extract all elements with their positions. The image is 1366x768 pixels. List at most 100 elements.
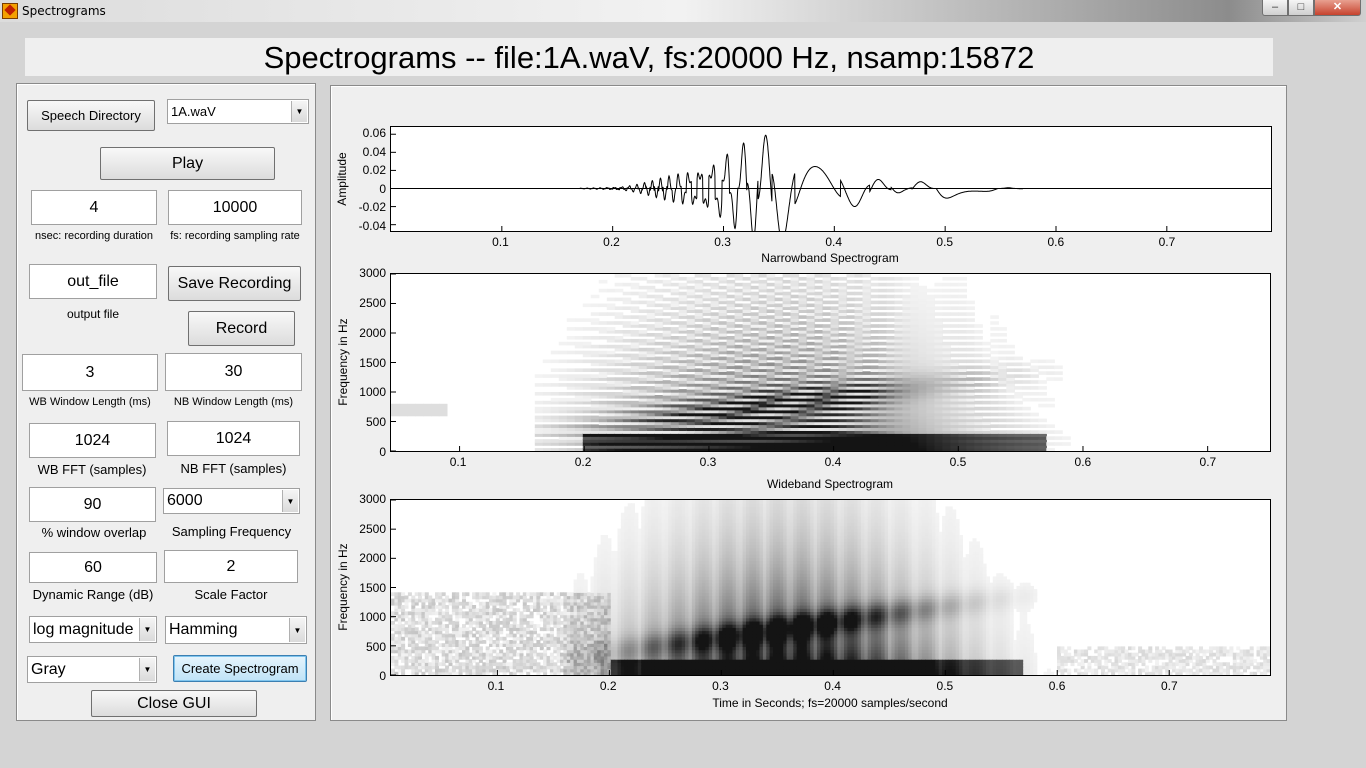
x-tick-label: 0.3 xyxy=(712,679,729,693)
file-select-value: 1A.waV xyxy=(171,104,216,119)
colormap-dropdown[interactable]: Gray ▼ xyxy=(27,656,157,683)
x-tick-label: 0.4 xyxy=(824,455,842,469)
narrowband-axes xyxy=(390,273,1271,452)
sampling-frequency-dropdown[interactable]: 6000 ▼ xyxy=(163,488,300,514)
nb-spectrogram-cells xyxy=(391,274,1071,451)
y-tick-label: 500 xyxy=(365,639,386,654)
x-tick-label: 0.6 xyxy=(1074,455,1092,469)
y-tick-label: 1000 xyxy=(359,385,386,400)
wb-window-length-caption: WB Window Length (ms) xyxy=(29,396,151,408)
dynamic-range-caption: Dynamic Range (dB) xyxy=(32,587,154,602)
wideband-ylabel: Frequency in Hz xyxy=(336,543,350,631)
window-title: Spectrograms xyxy=(22,4,106,18)
fs-input[interactable]: 10000 xyxy=(168,190,302,225)
waveform-plot xyxy=(391,133,1271,231)
chevron-down-icon: ▼ xyxy=(139,618,155,641)
wideband-axes xyxy=(390,499,1271,676)
magnitude-value: log magnitude xyxy=(33,620,134,638)
time-axis-label: Time in Seconds; fs=20000 samples/second xyxy=(712,696,948,710)
y-tick-label: 0.04 xyxy=(362,144,386,159)
dynamic-range-input[interactable]: 60 xyxy=(29,552,157,583)
y-tick-label: 3000 xyxy=(359,492,386,506)
nsec-input[interactable]: 4 xyxy=(31,190,157,225)
chevron-down-icon: ▼ xyxy=(282,490,298,512)
window-overlap-caption: % window overlap xyxy=(41,525,147,540)
window-overlap-input[interactable]: 90 xyxy=(29,487,156,522)
y-tick-label: 1500 xyxy=(359,580,386,595)
file-select-dropdown[interactable]: 1A.waV ▼ xyxy=(167,99,309,124)
y-tick-label: 3000 xyxy=(359,266,386,280)
x-tick-label: 0.2 xyxy=(603,235,620,249)
wb-fft-caption: WB FFT (samples) xyxy=(37,462,147,477)
save-recording-button[interactable]: Save Recording xyxy=(168,266,301,301)
y-tick-label: -0.02 xyxy=(358,200,386,215)
x-tick-label: 0.5 xyxy=(936,679,954,693)
chevron-down-icon: ▼ xyxy=(289,618,305,642)
x-tick-label: 0.4 xyxy=(824,679,841,693)
narrowband-title: Narrowband Spectrogram xyxy=(761,251,899,265)
y-tick-label: 1500 xyxy=(359,355,386,370)
x-tick-label: 0.5 xyxy=(936,235,954,249)
create-spectrogram-button[interactable]: Create Spectrogram xyxy=(173,655,307,682)
window-titlebar: Spectrograms – □ ✕ xyxy=(0,0,1366,22)
x-tick-label: 0.2 xyxy=(599,679,617,693)
x-tick-label: 0.1 xyxy=(492,235,509,249)
y-tick-label: 1000 xyxy=(359,610,386,624)
nb-window-length-caption: NB Window Length (ms) xyxy=(173,396,294,408)
nb-window-length-input[interactable]: 30 xyxy=(165,353,302,391)
x-tick-label: 0.7 xyxy=(1160,679,1178,693)
y-tick-label: 0 xyxy=(379,669,386,683)
y-tick-label: 0.06 xyxy=(362,126,386,141)
chevron-down-icon: ▼ xyxy=(291,101,307,122)
chevron-down-icon: ▼ xyxy=(139,658,155,681)
fs-caption: fs: recording sampling rate xyxy=(170,230,300,242)
sampling-frequency-value: 6000 xyxy=(167,492,203,509)
window-type-value: Hamming xyxy=(169,621,238,638)
y-tick-label: 2000 xyxy=(359,325,386,340)
header-panel: Spectrograms -- file:1A.waV, fs:20000 Hz… xyxy=(25,38,1273,76)
x-tick-label: 0.7 xyxy=(1199,455,1217,469)
play-button[interactable]: Play xyxy=(100,147,275,180)
scale-factor-input[interactable]: 2 xyxy=(164,550,298,583)
wb-window-length-input[interactable]: 3 xyxy=(22,354,158,391)
narrowband-ylabel: Frequency in Hz xyxy=(336,318,350,406)
close-window-button[interactable]: ✕ xyxy=(1314,0,1361,16)
y-tick-label: 500 xyxy=(365,415,386,430)
x-tick-label: 0.1 xyxy=(449,455,467,469)
speech-directory-button[interactable]: Speech Directory xyxy=(27,100,155,131)
output-file-input[interactable]: out_file xyxy=(29,264,157,299)
maximize-button[interactable]: □ xyxy=(1288,0,1314,16)
y-tick-label: -0.04 xyxy=(358,218,386,233)
sampling-frequency-caption: Sampling Frequency xyxy=(171,524,292,539)
x-tick-label: 0.6 xyxy=(1047,235,1065,249)
x-tick-label: 0.7 xyxy=(1158,235,1176,249)
close-gui-button[interactable]: Close GUI xyxy=(91,690,257,717)
narrowband-spectrogram xyxy=(391,274,1209,451)
record-button[interactable]: Record xyxy=(188,311,295,346)
colormap-value: Gray xyxy=(31,660,66,678)
x-tick-label: 0.6 xyxy=(1048,679,1066,693)
wb-spectrogram-cells xyxy=(391,500,1270,675)
x-tick-label: 0.1 xyxy=(487,679,505,693)
wb-fft-input[interactable]: 1024 xyxy=(29,423,156,458)
page-title: Spectrograms -- file:1A.waV, fs:20000 Hz… xyxy=(263,40,1035,75)
waveform-line xyxy=(391,134,1271,231)
x-tick-label: 0.5 xyxy=(949,455,967,469)
y-tick-label: 0 xyxy=(379,181,386,196)
y-tick-label: 0.02 xyxy=(362,163,386,178)
output-file-caption: output file xyxy=(66,307,120,321)
nb-fft-input[interactable]: 1024 xyxy=(167,421,300,456)
nb-fft-caption: NB FFT (samples) xyxy=(180,461,287,476)
scale-factor-caption: Scale Factor xyxy=(194,587,268,602)
x-tick-label: 0.3 xyxy=(714,235,731,249)
x-tick-label: 0.3 xyxy=(699,455,717,469)
y-tick-label: 0 xyxy=(379,445,386,459)
y-tick-label: 2000 xyxy=(359,551,386,565)
y-tick-label: 2500 xyxy=(359,295,386,310)
x-tick-label: 0.4 xyxy=(825,235,843,249)
window-type-dropdown[interactable]: Hamming ▼ xyxy=(165,616,307,644)
magnitude-dropdown[interactable]: log magnitude ▼ xyxy=(29,616,157,643)
minimize-button[interactable]: – xyxy=(1262,0,1288,16)
wideband-title: Wideband Spectrogram xyxy=(766,477,894,491)
y-tick-label: 2500 xyxy=(359,521,386,536)
